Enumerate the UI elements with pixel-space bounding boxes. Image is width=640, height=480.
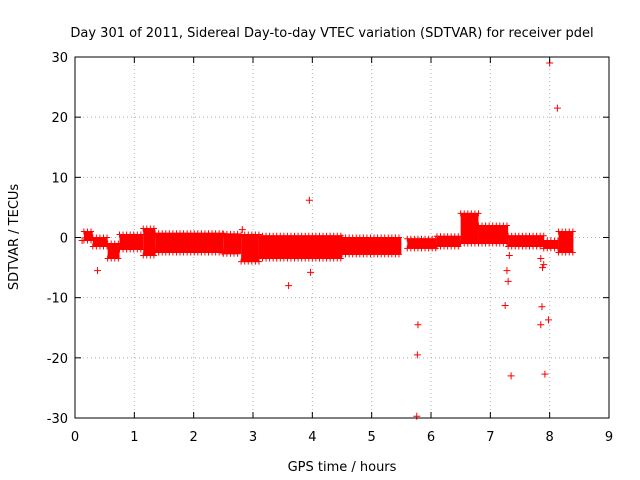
chart-title: Day 301 of 2011, Sidereal Day-to-day VTE… [70,26,593,41]
x-tick-label: 7 [486,430,494,445]
data-point [104,243,111,250]
data-point [285,282,293,290]
x-tick-label: 0 [71,430,79,445]
data-band-segment [436,236,461,247]
data-point [544,316,552,324]
y-axis-label: SDTVAR / TECUs [7,184,22,291]
data-point [414,321,422,329]
data-point [104,234,111,241]
plot-area [78,59,576,420]
data-point [88,228,95,235]
data-point [503,240,510,247]
data-point [569,228,576,235]
data-point [238,226,246,234]
x-tick-label: 3 [249,430,257,445]
data-point [554,245,561,252]
data-point [234,250,241,257]
data-point [501,301,509,309]
data-point [305,196,313,204]
y-tick-label: -20 [47,352,68,367]
data-band-segment [92,237,108,247]
data-point [541,370,549,378]
x-tick-label: 4 [308,430,316,445]
data-point [569,249,576,256]
data-point [137,231,144,238]
data-point [503,222,510,229]
data-band-segment [478,225,509,244]
data-band-segment [241,234,259,262]
data-point [475,210,482,217]
data-point [395,251,402,258]
y-tick-label: -10 [47,292,68,307]
data-band-segment [543,240,559,249]
data-point [94,267,102,275]
x-tick-label: 2 [190,430,198,445]
data-point [137,246,144,253]
data-band-segment [107,243,120,259]
data-point [115,240,122,247]
data-point [78,237,86,245]
data-point [150,225,157,232]
axis-ticks: 0 1 2 3 4 5 6 7 8 9 -30 -20 -10 0 10 20 30 [47,51,613,445]
y-tick-label: 30 [51,51,68,66]
data-point [150,252,157,259]
data-point [307,268,315,276]
data-point [553,104,561,112]
data-point [413,351,421,359]
data-point [535,240,543,248]
data-point [554,237,561,244]
data-point [219,230,226,237]
data-point [88,237,95,244]
data-point [115,255,122,262]
data-band-segment [119,234,144,250]
data-point [507,372,515,380]
data-point [504,277,512,285]
data-point [395,234,402,241]
x-tick-label: 1 [130,430,138,445]
data-point [234,230,241,237]
x-axis-label: GPS time / hours [288,460,397,475]
data-point [539,264,547,272]
data-band-segment [342,237,402,255]
data-point [455,233,462,240]
data-point [413,412,421,420]
data-band-segment [155,233,224,253]
data-point [219,249,226,256]
y-tick-label: 0 [60,232,68,247]
x-tick-label: 5 [368,430,376,445]
data-band-segment [508,235,544,247]
x-tick-label: 8 [546,430,554,445]
data-band-segment [558,231,574,253]
data-band-segment [223,233,242,254]
x-tick-label: 6 [427,430,435,445]
data-point [455,243,462,250]
data-band-segment [143,228,156,256]
y-tick-label: -30 [47,412,68,427]
data-point [538,303,546,311]
data-band-segment [258,235,342,259]
data-point [537,255,545,263]
data-band-segment [460,213,479,244]
y-tick-label: 20 [51,111,68,126]
data-band-segment [407,238,437,249]
data-point [505,252,513,260]
data-point [540,261,548,269]
data-point [337,255,344,262]
data-point [537,321,545,329]
data-band-segment [83,231,93,241]
x-tick-label: 9 [605,430,613,445]
y-tick-label: 10 [51,171,68,186]
data-point [503,267,511,275]
